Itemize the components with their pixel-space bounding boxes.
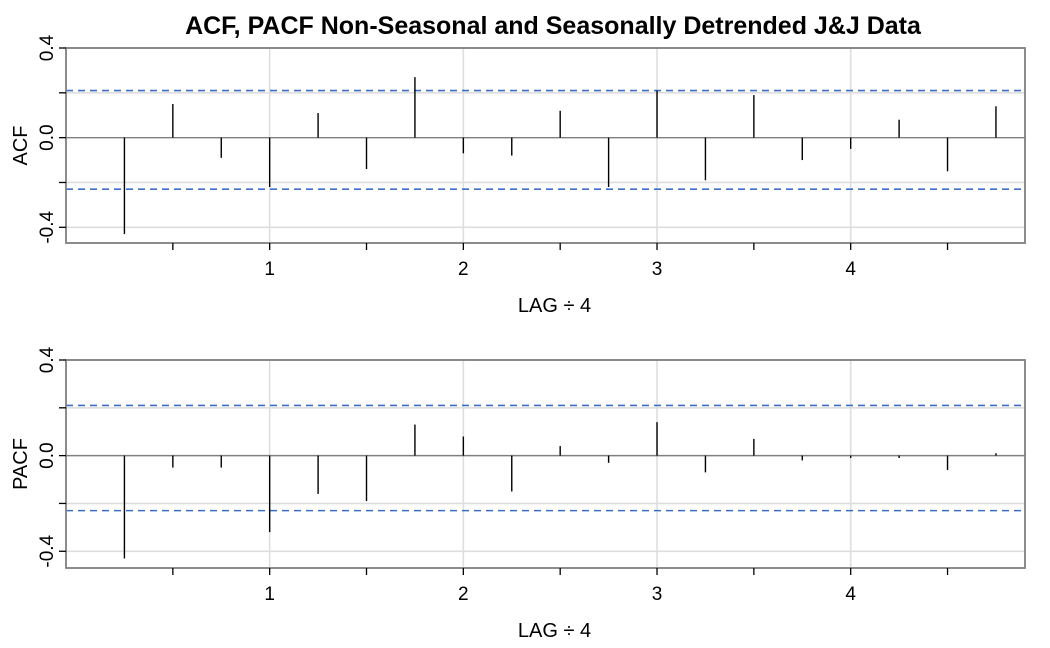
pacf-y-tick-label: 0.4 [37,346,58,373]
acf-y-tick-label: 0.4 [37,34,58,61]
acf-x-axis-title: LAG ÷ 4 [518,295,591,317]
pacf-panel: 1 2 3 4 -0.4 0.0 0.4 LAG ÷ 4 PACF [10,346,1026,642]
chart-title: ACF, PACF Non-Seasonal and Seasonally De… [185,12,922,40]
acf-x-tick-label: 4 [845,259,856,280]
acf-x-tick-label: 3 [652,259,663,280]
pacf-x-tick-label: 1 [264,584,275,605]
pacf-y-tick-label: 0.0 [37,442,58,468]
pacf-plot-frame [65,359,1026,569]
pacf-x-tick-label: 4 [845,584,856,605]
pacf-x-tick-label: 3 [652,584,663,605]
acf-x-tick-label: 1 [264,259,275,280]
pacf-x-axis-title: LAG ÷ 4 [518,620,591,642]
pacf-y-axis-title: PACF [10,438,32,490]
acf-y-tick-label: -0.4 [37,211,58,244]
acf-x-tick-label: 2 [458,259,469,280]
acf-y-axis-title: ACF [10,126,32,166]
pacf-x-tick-label: 2 [458,584,469,605]
acf-plot-frame [65,47,1026,244]
acf-panel: 1 2 3 4 -0.4 0.0 0.4 LAG ÷ 4 ACF [10,34,1026,317]
acf-y-tick-label: 0.0 [37,124,58,150]
pacf-y-tick-label: -0.4 [37,534,58,567]
